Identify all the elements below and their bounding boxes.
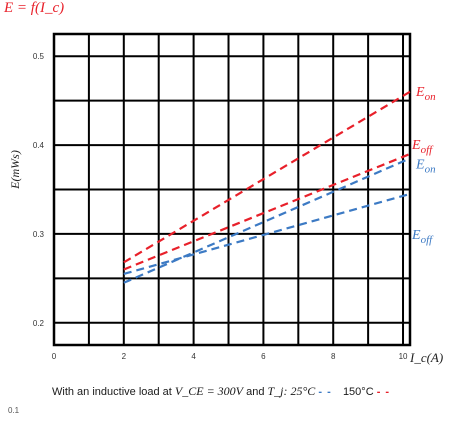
- series-label: Eon: [415, 157, 436, 175]
- caption-tj: T_j: 25°C: [267, 384, 316, 398]
- series-line: [123, 152, 411, 271]
- series-line: [123, 157, 411, 284]
- y-tick-label: 0.3: [33, 230, 45, 239]
- x-axis-label: I_c(A): [409, 350, 443, 365]
- y-axis-label: E(mWs): [8, 150, 22, 190]
- chart-title: E = f(I_c): [4, 0, 65, 16]
- legend-dash-blue: - -: [318, 386, 340, 398]
- caption-vce: V_CE = 300V: [174, 384, 244, 398]
- y-tick-label: 0.5: [33, 52, 45, 61]
- series-label: Eoff: [411, 228, 434, 246]
- series-line: [123, 90, 411, 264]
- plot-frame: [52, 32, 412, 347]
- x-tick-label: 2: [122, 352, 127, 361]
- x-tick-label: 6: [261, 352, 266, 361]
- caption-prefix: With an inductive load at: [52, 386, 172, 398]
- energy-vs-current-chart: 0 2 4 6 8 100.20.30.40.5E(mWs)I_c(A)EonEoffEo…: [8, 32, 443, 365]
- x-tick-label: 10: [399, 352, 408, 361]
- caption-temp2: 150°C: [342, 386, 374, 398]
- series-line: [123, 192, 411, 275]
- x-tick-label: 4: [191, 352, 196, 361]
- y-tick-label: 0.2: [33, 319, 45, 328]
- caption-and: and: [246, 386, 265, 398]
- series-label: Eon: [415, 85, 436, 103]
- series-label: Eoff: [411, 138, 434, 156]
- figure-caption: With an inductive load at V_CE = 300V an…: [52, 384, 390, 399]
- x-tick-label: 8: [331, 352, 336, 361]
- legend-dash-red: - -: [376, 386, 391, 398]
- stray-tick-label: 0.1: [8, 406, 20, 415]
- y-tick-label: 0.4: [33, 141, 45, 150]
- x-tick-label: 0: [52, 352, 57, 361]
